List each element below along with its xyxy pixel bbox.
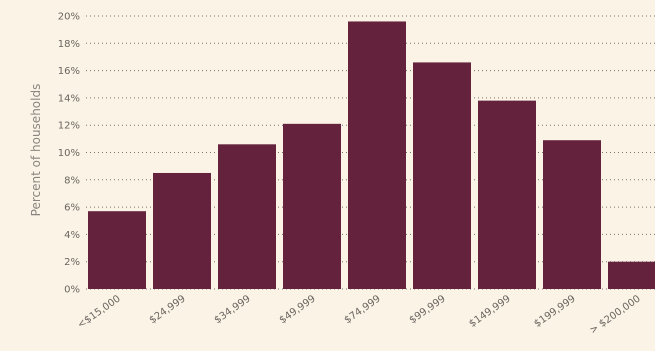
y-tick-label: 0% [64, 285, 80, 296]
x-tick-labels: <$15,000 $24,999 $34,999 $49,999 $74,999 $99,… [76, 293, 643, 336]
x-tick-label: $99,999 [408, 293, 448, 326]
x-tick-label: > $200,000 [588, 293, 643, 336]
bar [88, 211, 146, 289]
bar [348, 21, 406, 290]
y-tick-label: 4% [64, 230, 80, 241]
x-tick-label: <$15,000 [76, 293, 123, 331]
y-axis-label: Percent of households [29, 84, 43, 217]
x-tick-label: $199,999 [532, 293, 577, 329]
bar [543, 140, 601, 289]
y-tick-label: 10% [58, 148, 80, 159]
y-tick-label: 12% [58, 121, 80, 132]
y-tick-label: 16% [58, 66, 80, 77]
y-tick-label: 18% [58, 39, 80, 50]
bar [153, 172, 211, 289]
y-tick-label: 8% [64, 175, 80, 186]
bars [88, 21, 655, 290]
x-tick-label: $24,999 [148, 293, 188, 326]
x-tick-label: $149,999 [467, 293, 512, 329]
x-tick-label: $49,999 [278, 293, 318, 326]
x-tick-label: $34,999 [213, 293, 253, 326]
bar [283, 123, 341, 290]
y-tick-label: 6% [64, 203, 80, 214]
y-tick-label: 20% [58, 12, 80, 23]
y-tick-label: 2% [64, 257, 80, 268]
y-tick-label: 14% [58, 93, 80, 104]
bar [413, 62, 471, 289]
bar [608, 261, 655, 289]
y-tick-labels: 0% 2% 4% 6% 8% 10% 12% 14% 16% 18% 20% [58, 12, 80, 296]
bar [478, 100, 536, 289]
x-tick-label: $74,999 [343, 293, 383, 326]
bar [218, 144, 276, 289]
